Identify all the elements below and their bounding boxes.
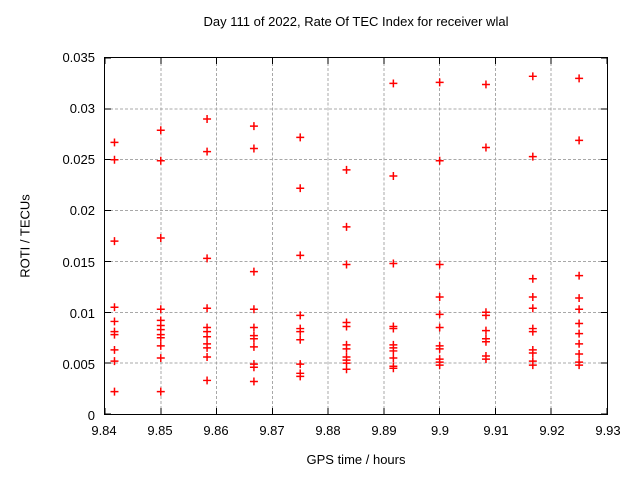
x-tick-label: 9.88 xyxy=(315,423,341,438)
y-tick-label: 0.03 xyxy=(69,101,95,117)
axis-ticks xyxy=(105,58,607,414)
y-tick-label: 0.015 xyxy=(62,254,95,270)
x-tick-label: 9.91 xyxy=(483,423,509,438)
x-tick-label: 9.87 xyxy=(259,423,285,438)
y-tick-label: 0.005 xyxy=(62,356,95,372)
x-tick-label: 9.89 xyxy=(371,423,397,438)
scatter-points xyxy=(110,72,584,396)
x-tick-label: 9.85 xyxy=(147,423,173,438)
y-tick-label: 0.035 xyxy=(62,50,95,65)
y-tick-label: 0 xyxy=(87,408,95,423)
x-tick-label: 9.86 xyxy=(203,423,229,438)
y-tick-label: 0.025 xyxy=(62,152,95,168)
plot-canvas xyxy=(105,58,607,414)
x-tick-label: 9.84 xyxy=(91,423,117,438)
gridlines xyxy=(105,58,607,414)
chart-title: Day 111 of 2022, Rate Of TEC Index for r… xyxy=(203,14,509,29)
x-axis-label: GPS time / hours xyxy=(306,452,406,467)
plot-area xyxy=(104,57,608,415)
y-tick-label: 0.02 xyxy=(69,203,95,219)
y-tick-label: 0.01 xyxy=(69,305,95,321)
x-tick-label: 9.9 xyxy=(430,423,450,438)
x-tick-label: 9.93 xyxy=(595,423,621,438)
x-tick-label: 9.92 xyxy=(539,423,565,438)
